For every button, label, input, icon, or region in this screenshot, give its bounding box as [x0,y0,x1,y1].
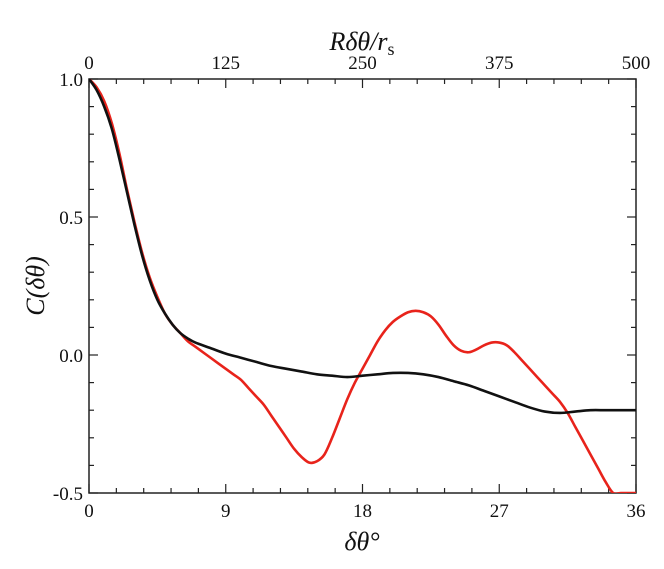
x2-tick-label: 375 [485,53,514,74]
x-tick-label: 9 [221,501,231,522]
y-tick-label: 0.0 [59,346,83,367]
x-tick-label: 0 [84,501,94,522]
y-tick-label: 1.0 [59,70,83,91]
x2-tick-label: 250 [348,53,377,74]
x2-tick-label: 0 [84,53,94,74]
axis-ticks [88,78,637,494]
series-lines [89,79,636,493]
y-tick-label: -0.5 [53,484,83,505]
x-tick-label: 18 [353,501,372,522]
y-axis-title: C(δθ) [21,256,50,316]
x2-tick-label: 500 [622,53,651,74]
x2-tick-label: 125 [212,53,241,74]
x-axis-title: δθ° [344,527,379,556]
series-line-2 [89,79,636,415]
x-tick-label: 27 [490,501,509,522]
series-line-1 [89,79,636,493]
y-tick-label: 0.5 [59,208,83,229]
plot-area-frame [88,78,637,494]
tick-labels: 0 9 18 27 36 0 125 250 375 500 1.0 0.5 0.0 -0.5 [53,53,650,522]
x2-axis-title: Rδθ/rs [328,27,394,59]
x-tick-label: 36 [627,501,646,522]
